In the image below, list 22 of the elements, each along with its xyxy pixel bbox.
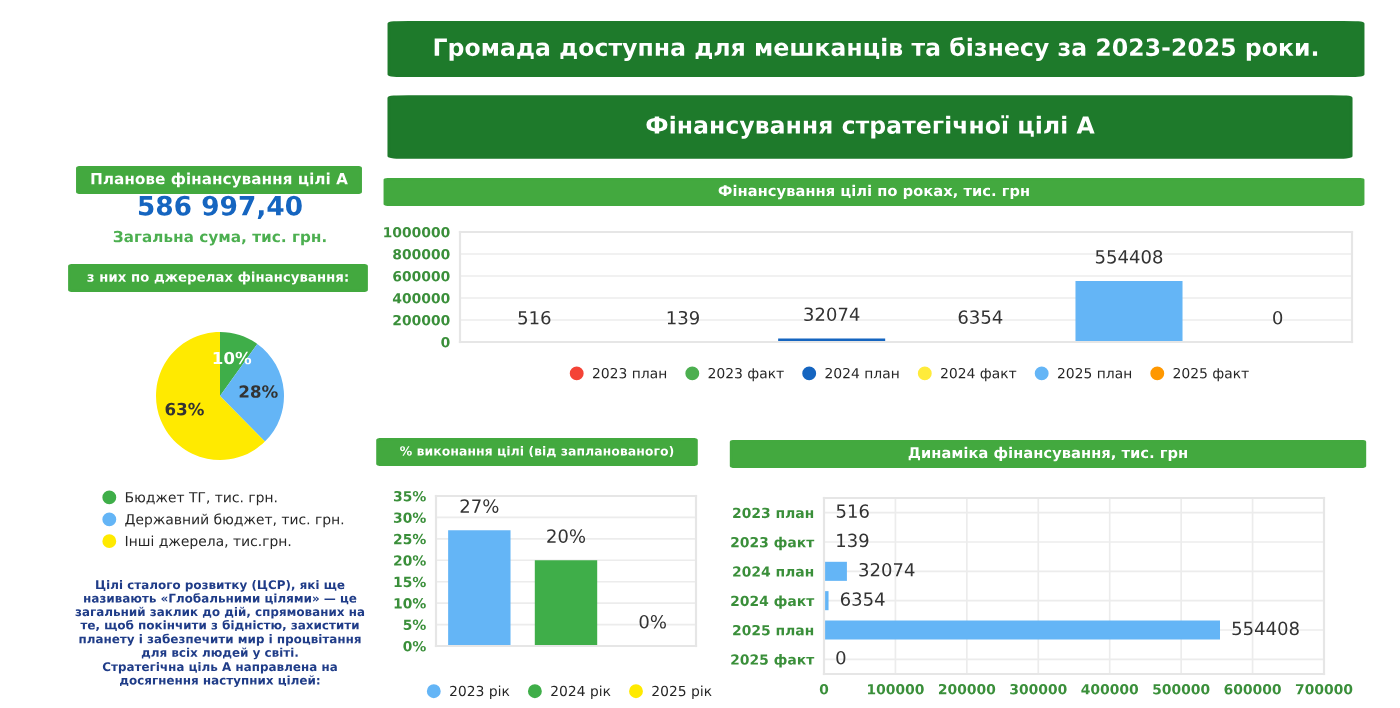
data-label: 139 — [837, 533, 869, 548]
data-label: 27% — [460, 499, 499, 513]
data-label: 139 — [667, 310, 699, 325]
data-label: 20% — [547, 529, 586, 543]
text: 586 997,40 — [138, 195, 302, 220]
data-label: 32074 — [804, 307, 860, 322]
data-label: 516 — [518, 310, 551, 325]
data-label: 63% — [165, 402, 204, 416]
text: Громада доступна для мешканців та бізнесу за 2023-2025 роки. — [434, 37, 1318, 61]
bar — [824, 620, 1221, 640]
data-label: 6354 — [840, 592, 885, 606]
data-label: 0% — [639, 614, 666, 629]
text: Фінансування стратегічної цілі А — [646, 115, 1095, 139]
data-label: 32074 — [859, 562, 915, 577]
data-label: 6354 — [958, 310, 1003, 324]
data-label: 0 — [836, 650, 846, 665]
data-label: 554408 — [1095, 249, 1163, 264]
bar — [824, 561, 847, 581]
data-label: 28% — [239, 385, 278, 398]
data-label: 516 — [836, 504, 869, 518]
data-label: 0 — [1273, 310, 1283, 325]
data-label: 554408 — [1232, 621, 1299, 636]
